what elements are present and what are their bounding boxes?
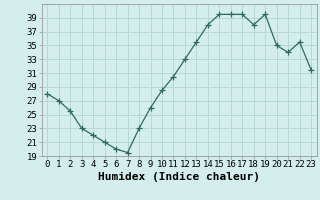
X-axis label: Humidex (Indice chaleur): Humidex (Indice chaleur) bbox=[98, 172, 260, 182]
